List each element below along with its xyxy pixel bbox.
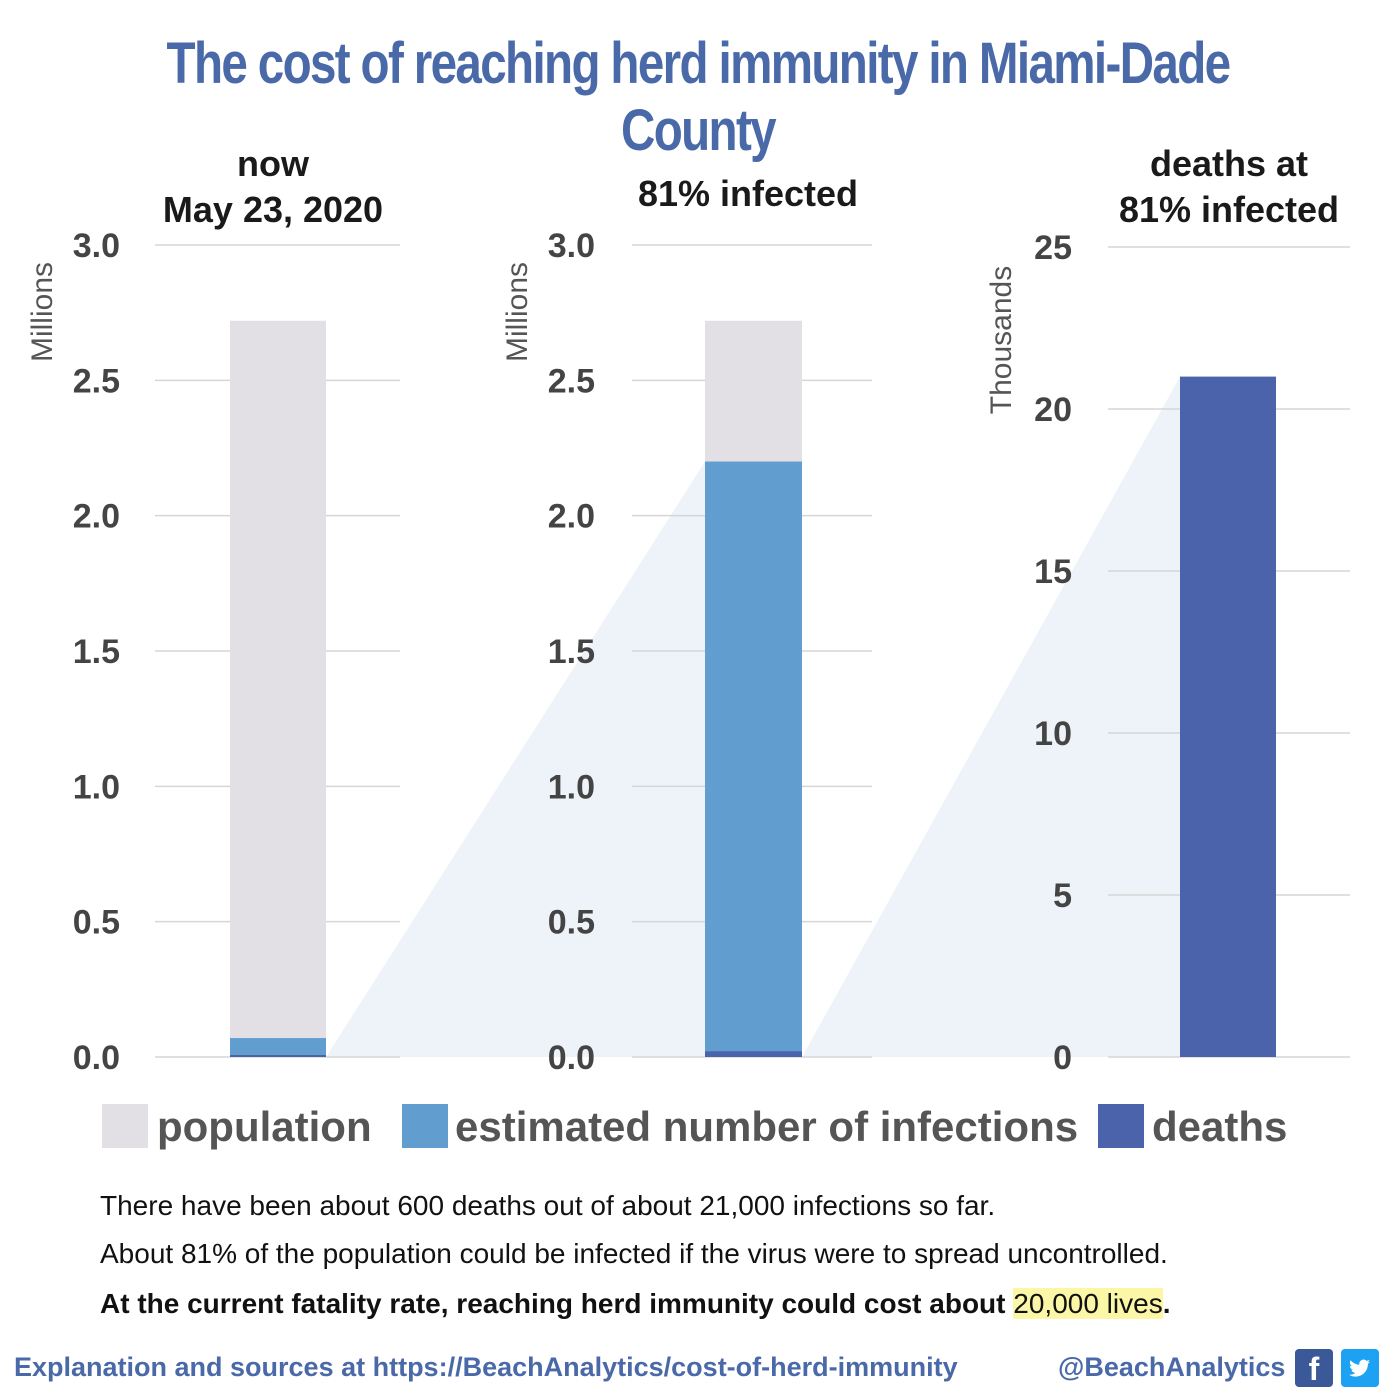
panel-1-tick-label: 3.0: [73, 227, 120, 265]
panel-3-tick-label: 10: [1034, 715, 1072, 753]
panel-2-tick-label: 3.0: [548, 227, 595, 265]
panel-1-bar-population: [230, 320, 326, 1058]
panel-2-tick-label: 2.0: [548, 498, 595, 536]
panel-2-tick-label: 0.0: [548, 1039, 595, 1077]
panel-3-tick-label: 20: [1034, 391, 1072, 429]
legend-swatch-3: [1098, 1104, 1144, 1148]
panel-1-tick-label: 1.5: [73, 633, 120, 671]
bars: [230, 320, 1276, 1058]
caption-line-3-end: .: [1162, 1288, 1171, 1319]
sources-link[interactable]: Explanation and sources at https://Beach…: [14, 1352, 958, 1382]
panel-1-bar-deaths: [230, 1055, 326, 1057]
legend-label-3: deaths: [1152, 1103, 1287, 1150]
panel-2-tick-label: 1.0: [548, 768, 595, 806]
legend: population estimated number of infections…: [102, 1103, 1287, 1150]
legend-swatch-2: [402, 1104, 448, 1148]
connector-wedges: [326, 376, 1180, 1058]
panel-3-title-line-1: deaths at: [1150, 143, 1308, 184]
panel-3-tick-label: 0: [1053, 1039, 1072, 1077]
lives-highlight: 20,000 lives: [1013, 1288, 1163, 1319]
panel-2-bar-estimated-number-of-infections: [705, 461, 802, 1057]
caption-line-3-text: At the current fatality rate, reaching h…: [100, 1288, 1014, 1319]
panel-1-tick-label: 0.0: [73, 1039, 120, 1077]
twitter-handle[interactable]: @BeachAnalytics: [1058, 1352, 1286, 1382]
axis-labels: now May 23, 2020 Millions 0.0 0.5 1.0 1.5 2.0 2.…: [26, 143, 1339, 1077]
chart-title: The cost of reaching herd immunity in Mi…: [166, 31, 1232, 163]
twitter-bird-icon: [1349, 1359, 1370, 1377]
legend-label-1: population: [157, 1103, 372, 1150]
connector-wedge-infected-to-deaths: [802, 376, 1180, 1058]
caption-line-1: There have been about 600 deaths out of …: [100, 1190, 996, 1221]
panel-2-tick-label: 0.5: [548, 904, 595, 942]
panel-3-title-line-2: 81% infected: [1119, 189, 1339, 230]
panel-3-y-axis-title: Thousands: [985, 266, 1018, 414]
panel-2-tick-label: 1.5: [548, 633, 595, 671]
caption-line-3: At the current fatality rate, reaching h…: [100, 1288, 1360, 1320]
panel-1-y-axis-title: Millions: [26, 262, 59, 362]
panel-3-bar-deaths: [1180, 376, 1276, 1058]
legend-swatch-1: [102, 1104, 148, 1148]
panel-1-bar-estimated-number-of-infections: [230, 1038, 326, 1057]
twitter-icon[interactable]: [1341, 1349, 1379, 1387]
panel-3-tick-label: 25: [1034, 229, 1072, 267]
panel-3-tick-label: 5: [1053, 877, 1072, 915]
panel-2-y-axis-title: Millions: [501, 262, 534, 362]
legend-label-2: estimated number of infections: [455, 1103, 1078, 1150]
panel-2-tick-label: 2.5: [548, 362, 595, 400]
panel-2-bar-deaths: [705, 1051, 802, 1057]
panel-2-title-line-1: 81% infected: [638, 173, 858, 214]
panel-1-tick-label: 1.0: [73, 768, 120, 806]
panel-1-tick-label: 2.0: [73, 498, 120, 536]
panel-3-tick-label: 15: [1034, 553, 1072, 591]
facebook-icon[interactable]: f: [1295, 1349, 1333, 1387]
panel-1-title-line-2: May 23, 2020: [163, 189, 383, 230]
connector-wedge-now-to-infected: [326, 461, 705, 1057]
caption-line-2: About 81% of the population could be inf…: [100, 1238, 1168, 1269]
panel-1-tick-label: 0.5: [73, 904, 120, 942]
panel-1-tick-label: 2.5: [73, 362, 120, 400]
panel-1-title-line-1: now: [237, 143, 310, 184]
